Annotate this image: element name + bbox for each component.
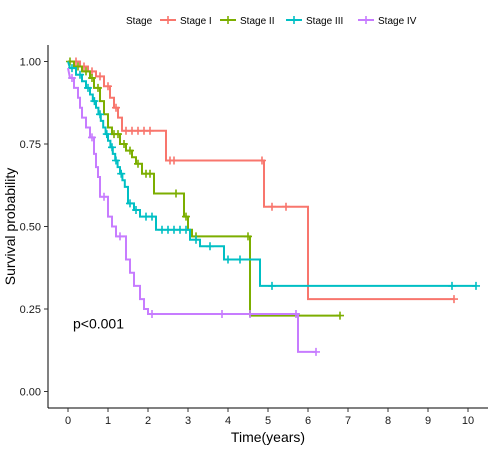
censor-mark (74, 62, 82, 71)
x-tick-label: 1 (105, 415, 111, 427)
axes: 0 1 2 3 4 5 6 7 8 9 10 0.00 0.25 0.50 0.75 1.00 (20, 45, 488, 427)
censor-mark (88, 74, 96, 82)
censor-mark (104, 82, 112, 91)
survival-curve-stage-iv (67, 67, 316, 353)
legend-title: Stage (126, 16, 153, 27)
censor-mark (146, 126, 154, 135)
censor-mark (126, 199, 134, 208)
survival-curve-stage-ii (68, 60, 340, 317)
censor-mark (148, 212, 156, 221)
x-tick-label: 5 (265, 415, 271, 427)
censor-mark (82, 67, 90, 76)
censor-mark (96, 72, 104, 81)
survival-curve-stage-iii (67, 61, 476, 287)
censor-mark (472, 281, 480, 290)
legend-label: Stage IV (378, 16, 417, 27)
censor-mark (268, 281, 276, 290)
censor-mark (134, 159, 142, 168)
y-tick-label: 1.00 (20, 57, 41, 69)
x-tick-label: 10 (462, 415, 474, 427)
censor-mark (96, 110, 104, 119)
legend-label: Stage II (240, 16, 274, 27)
censor-mark (312, 347, 320, 356)
censor-mark (282, 202, 290, 211)
legend-key-plus-icon (224, 16, 232, 24)
legend-label: Stage III (306, 16, 343, 27)
censor-mark (66, 57, 74, 66)
censor-mark (112, 156, 120, 165)
censor-mark (132, 206, 140, 214)
y-axis-title: Survival probability (2, 168, 18, 286)
censor-mark (84, 83, 92, 92)
censor-mark (182, 212, 190, 221)
censor-mark (112, 103, 120, 112)
censor-mark (258, 156, 266, 165)
censor-mark (102, 130, 111, 139)
p-value-annotation: p<0.001 (73, 316, 124, 332)
legend-key-plus-icon (164, 16, 172, 24)
censor-mark (218, 309, 226, 318)
censor-mark (206, 242, 214, 251)
censor-mark (76, 70, 84, 79)
censor-mark (116, 232, 124, 241)
censor-mark (126, 146, 134, 155)
censor-mark (94, 83, 102, 92)
censor-mark (292, 309, 300, 318)
x-tick-label: 0 (65, 415, 71, 427)
censor-mark (100, 192, 108, 201)
censor-mark (172, 189, 180, 198)
censor-mark (450, 295, 458, 304)
censor-mark (192, 235, 200, 244)
legend-label: Stage I (180, 16, 212, 27)
censor-mark (244, 232, 252, 241)
legend-key-plus-icon (290, 16, 298, 24)
censor-mark (182, 225, 190, 234)
x-tick-label: 6 (305, 415, 311, 427)
x-axis-title: Time(years) (231, 429, 305, 445)
censor-mark (108, 143, 116, 152)
y-tick-label: 0.00 (20, 387, 41, 399)
censor-mark (117, 169, 126, 178)
censor-mark (146, 169, 154, 178)
censor-mark (448, 281, 456, 290)
plot-area (66, 57, 480, 356)
x-tick-label: 3 (185, 415, 191, 427)
x-tick-label: 7 (345, 415, 351, 427)
y-tick-label: 0.75 (20, 139, 41, 151)
legend: Stage Stage I Stage II Stage III Stage IV (126, 16, 417, 27)
censor-mark (246, 309, 254, 318)
censor-mark (148, 309, 156, 318)
censor-mark (170, 156, 178, 165)
censor-mark (268, 202, 276, 211)
censor-mark (68, 74, 76, 82)
censor-mark (120, 140, 128, 148)
censor-mark (114, 130, 122, 139)
censor-mark (236, 255, 244, 264)
y-tick-label: 0.25 (20, 304, 41, 316)
y-tick-label: 0.50 (20, 222, 41, 234)
censor-mark (224, 255, 232, 264)
x-tick-label: 9 (425, 415, 431, 427)
x-tick-label: 8 (385, 415, 391, 427)
x-tick-label: 4 (225, 415, 231, 427)
legend-key-plus-icon (362, 16, 370, 24)
censor-mark (68, 64, 76, 73)
censor-mark (336, 311, 344, 320)
censor-mark (88, 133, 96, 142)
censor-mark (90, 97, 99, 106)
x-tick-label: 2 (145, 415, 151, 427)
